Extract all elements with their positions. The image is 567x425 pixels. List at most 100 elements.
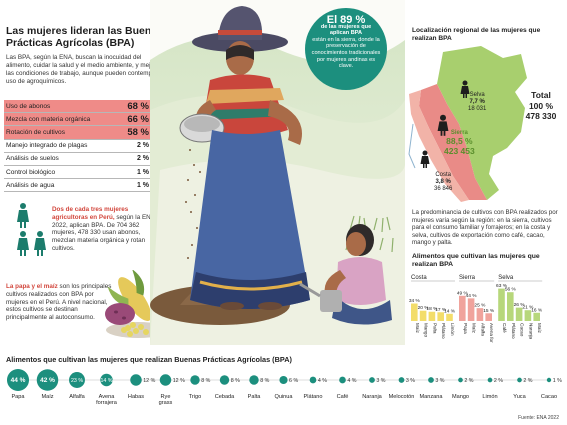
practices-list: Uso de abonos 68 % Mezcla con materia orgá… [4, 100, 150, 193]
regional-bar-value: 14 % [444, 308, 456, 314]
national-bubble-value: 8 % [260, 378, 269, 384]
practice-label: Análisis de suelos [6, 155, 59, 163]
papa-maiz-accent: La papa y el maíz [6, 283, 58, 290]
intro-text: Las BPA, según la ENA, buscan la inocuid… [6, 54, 166, 86]
regional-bar-value: 63 % [496, 283, 508, 289]
national-category-label: Naranja [362, 394, 382, 400]
national-bubble-value: 6 % [289, 378, 298, 384]
regional-bar [419, 310, 427, 321]
national-bubble-value: 12 % [173, 378, 185, 384]
region-costa-pct: 3,8 % [435, 179, 451, 185]
regional-bar-value: 25 % [474, 303, 486, 309]
regional-bar [498, 288, 505, 321]
regional-bar-value: 26 % [514, 302, 526, 308]
practice-value: 58 % [127, 126, 149, 138]
peru-map [408, 46, 527, 202]
national-bubble [69, 372, 85, 388]
national-bubble [249, 375, 259, 385]
sierra-callout-bold: de las mujeres que aplican BPA [320, 23, 372, 37]
map-sierra [419, 84, 487, 200]
national-chart-title: Alimentos que cultivan las mujeres que r… [6, 355, 292, 364]
regional-bar-value: 21 % [522, 305, 534, 311]
national-bubble [398, 377, 405, 383]
national-bubble [190, 375, 200, 385]
national-bubble-value: 44 % [11, 377, 26, 384]
map-selva [437, 46, 527, 200]
regional-bar [507, 292, 514, 321]
national-bubble [458, 377, 463, 383]
regional-bar [428, 311, 436, 321]
regional-bar-category: Alfalfa [480, 323, 485, 336]
practice-row: Manejo integrado de plagas 2 % [4, 140, 150, 153]
practice-label: Uso de abonos [6, 102, 51, 110]
region-costa-name: Costa [435, 172, 452, 178]
national-category-label: Cebada [215, 394, 235, 400]
regional-bar-value: 56 % [505, 287, 517, 293]
national-bubble-value: 3 % [376, 378, 385, 384]
national-bubble [36, 369, 59, 391]
region-sierra-pct: 88,5 % [446, 136, 473, 146]
regional-bar-value: 44 % [466, 293, 478, 299]
national-bubble-value: 4 % [347, 378, 356, 384]
woman-sierra-icon [437, 114, 449, 136]
region-selva-pct: 7,7 % [469, 99, 485, 105]
two-of-three-rest: según la ENA 2022, aplican BPA. De 704 3… [52, 213, 155, 252]
national-bubble-value: 3 % [435, 378, 444, 384]
national-bubble-value: 12 % [143, 378, 155, 384]
regional-group-name: Costa [411, 275, 427, 281]
papa-maiz-rest: son los principales cultivos realizados … [6, 283, 112, 322]
regional-group-name: Sierra [459, 275, 476, 281]
regional-bar-value: 20 % [418, 305, 430, 311]
practice-label: Control biológico [6, 168, 56, 176]
regional-bar [485, 313, 492, 321]
page-title: Las mujeres lideran las Buenas Prácticas… [6, 25, 163, 49]
regional-bar-category: Plátano [511, 323, 516, 339]
regional-bar [411, 303, 418, 321]
map-total-abs: 478 330 [525, 111, 557, 121]
regional-bar [467, 298, 475, 321]
national-category-label: Manzana [419, 394, 443, 400]
regional-bar-category: Maíz [472, 323, 477, 334]
regional-bar [476, 308, 484, 321]
regional-bar-value: 16 % [531, 307, 543, 313]
national-bubble [339, 376, 346, 384]
regional-bar-category: Cacao [520, 323, 525, 337]
national-bubble-value: 1 % [553, 378, 562, 384]
region-selva-abs: 18 031 [468, 106, 487, 112]
national-category-label: Maíz [41, 394, 53, 400]
woman-selva-icon [460, 80, 470, 98]
regional-bar [459, 295, 466, 321]
regional-bar-category: Mango [424, 323, 429, 337]
practice-row: Análisis de agua 1 % [4, 179, 150, 193]
national-category-label: Avena forrajera [96, 394, 118, 406]
national-category-label: Rye grass [159, 394, 173, 406]
regional-bar-category: Plátano [441, 323, 446, 339]
region-costa-abs: 36 846 [434, 186, 453, 192]
national-category-label: Trigo [189, 394, 202, 400]
practice-label: Rotación de cultivos [6, 128, 66, 136]
practice-value: 66 % [127, 113, 149, 125]
practice-value: 2 % [136, 155, 149, 163]
practice-label: Mezcla con materia orgánica [6, 115, 91, 123]
national-bubble-value: 8 % [201, 378, 210, 384]
practice-label: Análisis de agua [6, 181, 55, 189]
national-bubble [487, 377, 493, 383]
regional-bar-category: Café [502, 323, 507, 333]
national-bubble [159, 374, 172, 386]
practice-label: Manejo integrado de plagas [6, 142, 88, 150]
national-category-label: Café [337, 394, 349, 400]
regional-bar-chart: Costa 34 % Maíz 20 % Mango 18 % Palta 17 % Pláta… [409, 275, 543, 343]
region-selva-label: Selva 7,7 % 18 031 [468, 92, 486, 113]
national-category-label: Papa [11, 394, 25, 400]
map-costa [409, 90, 469, 202]
region-selva-name: Selva [469, 92, 485, 98]
practice-row: Control biológico 1 % [4, 166, 150, 180]
national-bubble [279, 375, 288, 385]
national-bubble [546, 377, 552, 383]
regional-bar [533, 312, 540, 321]
regional-bar [437, 312, 444, 321]
regional-bar-category: Papa [463, 323, 468, 334]
national-bubble [219, 375, 230, 385]
national-bubble-value: 3 % [406, 378, 415, 384]
national-category-label: Limón [482, 394, 497, 400]
